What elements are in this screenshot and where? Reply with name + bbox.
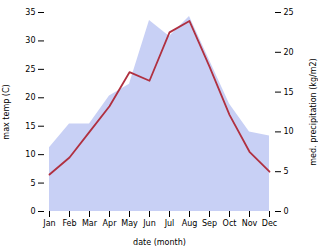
- svg-text:med. precipitation (kg/m2): med. precipitation (kg/m2): [309, 58, 318, 165]
- svg-text:5: 5: [30, 179, 35, 188]
- svg-text:Apr: Apr: [103, 219, 118, 228]
- svg-text:date (month): date (month): [133, 238, 186, 247]
- svg-text:10: 10: [25, 150, 35, 159]
- svg-text:Jul: Jul: [164, 219, 175, 228]
- svg-text:Oct: Oct: [223, 219, 237, 228]
- svg-text:10: 10: [284, 127, 294, 136]
- svg-text:Nov: Nov: [242, 219, 258, 228]
- svg-text:35: 35: [25, 8, 35, 17]
- svg-text:5: 5: [284, 167, 289, 176]
- svg-text:25: 25: [25, 65, 35, 74]
- svg-text:Dec: Dec: [262, 219, 277, 228]
- svg-text:30: 30: [25, 36, 35, 45]
- svg-text:Jun: Jun: [142, 219, 156, 228]
- svg-text:20: 20: [284, 48, 294, 57]
- svg-text:Sep: Sep: [202, 219, 217, 228]
- svg-text:15: 15: [25, 122, 35, 131]
- svg-text:20: 20: [25, 93, 35, 102]
- svg-text:0: 0: [284, 207, 289, 216]
- svg-text:max temp (C): max temp (C): [2, 84, 11, 139]
- svg-text:0: 0: [30, 207, 35, 216]
- svg-text:Feb: Feb: [62, 219, 76, 228]
- svg-text:Mar: Mar: [82, 219, 98, 228]
- svg-text:May: May: [121, 219, 138, 228]
- svg-text:15: 15: [284, 88, 294, 97]
- svg-text:25: 25: [284, 8, 294, 17]
- svg-text:Aug: Aug: [182, 219, 198, 228]
- svg-text:Jan: Jan: [42, 219, 55, 228]
